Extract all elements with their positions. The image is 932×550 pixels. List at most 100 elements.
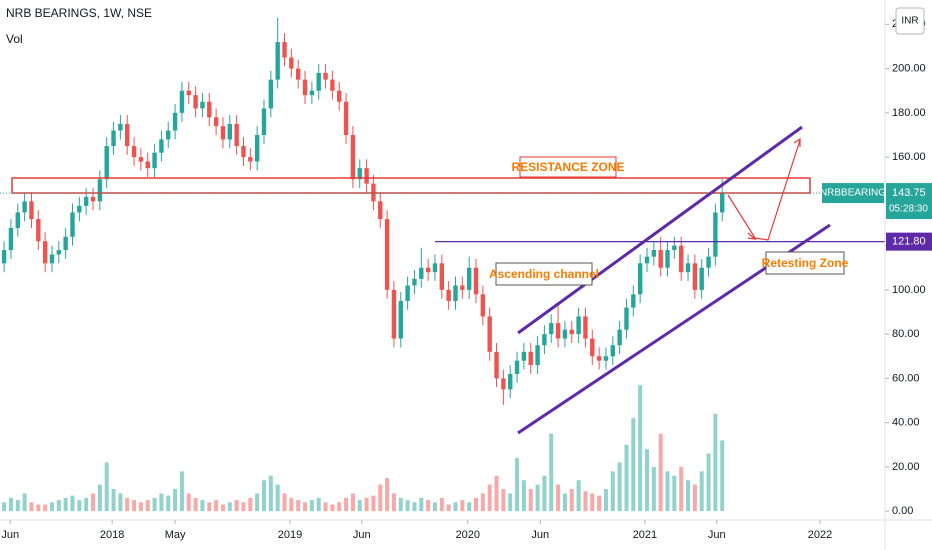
candle-body xyxy=(29,201,34,220)
annotation-box xyxy=(519,156,617,178)
candle-body xyxy=(268,79,274,109)
candle-body xyxy=(494,351,499,379)
candle-body xyxy=(720,193,725,213)
candle-body xyxy=(343,101,349,135)
candle-body xyxy=(713,212,718,257)
candle-body xyxy=(193,95,198,109)
volume-bar xyxy=(49,502,54,512)
candle-body xyxy=(254,134,260,162)
volume-bar xyxy=(125,497,130,512)
x-tick-label: 2018 xyxy=(100,529,124,541)
candle-body xyxy=(104,146,109,180)
volume-bar xyxy=(344,497,349,512)
candle-body xyxy=(42,241,48,264)
volume-bar xyxy=(214,500,219,512)
candle-body xyxy=(508,373,513,390)
volume-bar xyxy=(446,504,451,512)
candle-body xyxy=(528,351,533,366)
candle-body xyxy=(658,250,663,268)
x-tick-label: 2019 xyxy=(278,529,302,541)
volume-bar xyxy=(70,495,75,512)
volume-bar xyxy=(590,493,595,512)
volume-bar xyxy=(528,489,533,512)
price-line-label: 121.80 xyxy=(892,236,926,248)
volume-bar xyxy=(152,497,157,512)
annotation-box xyxy=(495,262,593,286)
annotation: RESISTANCE ZONE xyxy=(511,160,624,174)
volume-bar xyxy=(255,493,260,512)
candle-body xyxy=(166,130,171,140)
volume-bar xyxy=(77,500,82,512)
candle-body xyxy=(672,245,677,251)
candle-body xyxy=(590,338,595,357)
candle-body xyxy=(631,294,636,308)
volume-bar xyxy=(521,480,526,512)
countdown: 05:28:30 xyxy=(889,204,928,215)
candle-body xyxy=(295,68,301,80)
volume-bar xyxy=(200,500,205,512)
y-tick-label: 40.00 xyxy=(892,417,920,429)
candle-body xyxy=(261,108,267,135)
candle-body xyxy=(186,90,191,96)
volume-bar xyxy=(337,502,342,512)
volume-bar xyxy=(692,484,697,512)
volume-bar xyxy=(84,497,89,512)
candle-body xyxy=(617,329,622,346)
arrows xyxy=(727,137,801,241)
volume-bar xyxy=(624,444,629,512)
candle-body xyxy=(535,345,540,366)
volume-bar xyxy=(309,500,314,512)
candle-body xyxy=(90,196,96,202)
volume-bar xyxy=(583,491,588,512)
candle-body xyxy=(487,316,492,352)
currency-box[interactable] xyxy=(895,7,925,35)
candle-body xyxy=(159,139,164,153)
volume-bar xyxy=(97,484,102,512)
volume-bar xyxy=(145,500,150,512)
volume-bar xyxy=(617,462,622,512)
volume-bar xyxy=(289,497,294,512)
candle-body xyxy=(350,134,356,180)
candle-body xyxy=(699,267,704,290)
candle-body xyxy=(678,245,684,273)
candle-body xyxy=(644,256,650,264)
candle-body xyxy=(542,334,547,346)
volume-bar xyxy=(296,500,301,512)
volume-bar xyxy=(713,413,718,512)
candle-body xyxy=(145,161,150,169)
volume-bar xyxy=(303,502,308,512)
candle-body xyxy=(337,90,342,102)
candle-body xyxy=(576,316,581,335)
channel-line xyxy=(517,125,803,335)
candle-body xyxy=(555,323,561,339)
volume-bar xyxy=(487,484,492,512)
candle-body xyxy=(131,146,137,158)
volume-bar xyxy=(535,484,540,512)
volume-bar xyxy=(658,433,663,512)
candle-body xyxy=(501,378,506,390)
volume-bar xyxy=(248,497,253,512)
volume-bar xyxy=(474,497,479,512)
y-tick-label: 20.00 xyxy=(892,461,920,473)
volume-bar xyxy=(241,502,246,512)
candle-body xyxy=(220,126,226,140)
candle-body xyxy=(419,267,424,279)
x-tick-label: Jun xyxy=(531,529,549,541)
candle-body xyxy=(624,307,629,330)
candle-body xyxy=(364,168,369,184)
overlay-layer xyxy=(0,192,885,243)
candle-layer xyxy=(1,17,725,405)
currency[interactable]: INR xyxy=(901,16,918,27)
volume-layer xyxy=(2,385,725,512)
x-tick-label: May xyxy=(165,529,186,541)
volume-bar xyxy=(63,497,68,512)
candle-body xyxy=(309,90,315,96)
price-line-tag xyxy=(886,232,932,251)
candle-body xyxy=(179,90,185,113)
volume-bar xyxy=(261,480,266,512)
volume-bar xyxy=(132,500,137,512)
candle-body xyxy=(70,212,75,237)
candle-body xyxy=(22,201,27,213)
annotation: Retesting Zone xyxy=(762,256,849,270)
volume-bar xyxy=(138,502,143,512)
